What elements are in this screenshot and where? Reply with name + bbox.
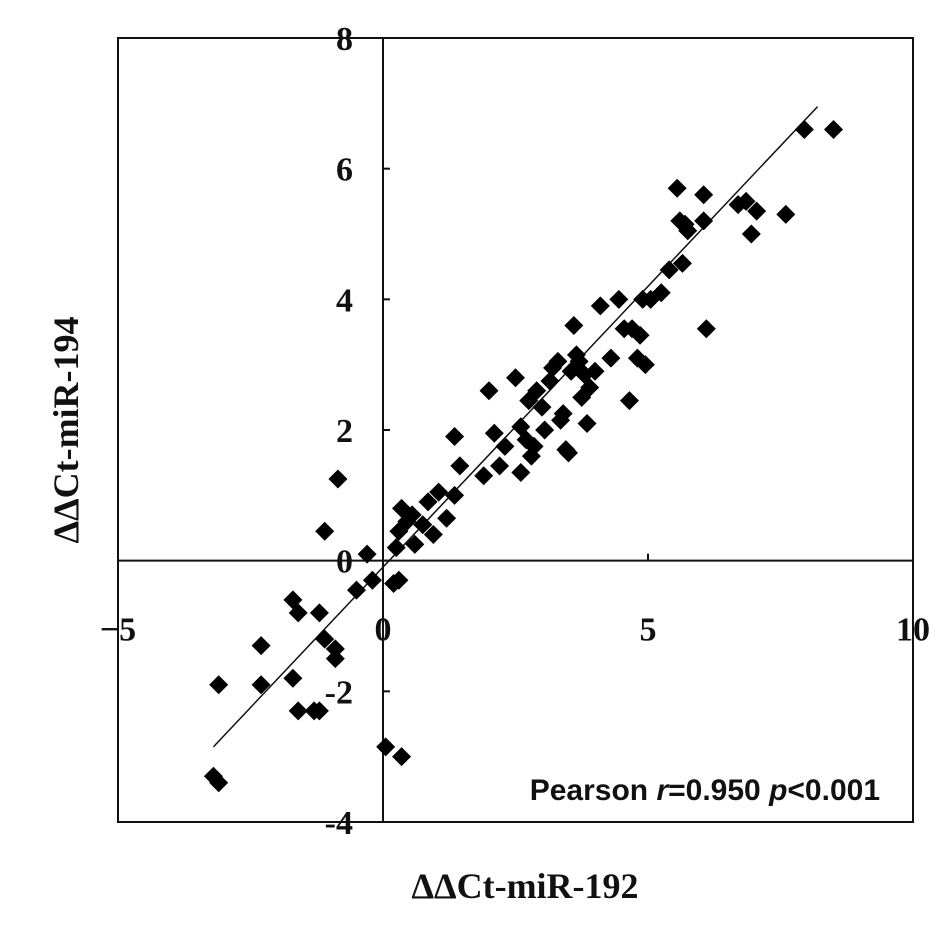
y-tick-label: 8 xyxy=(336,21,353,58)
data-point xyxy=(672,253,692,273)
data-point xyxy=(678,221,698,241)
data-point xyxy=(402,505,422,525)
data-point xyxy=(251,675,271,695)
data-point xyxy=(609,289,629,309)
data-point xyxy=(474,466,494,486)
data-point xyxy=(548,351,568,371)
data-point xyxy=(553,404,573,424)
data-point xyxy=(288,701,308,721)
data-point xyxy=(423,525,443,545)
data-point xyxy=(696,319,716,339)
x-tick-label: 10 xyxy=(896,612,930,649)
data-point xyxy=(392,747,412,767)
y-tick-label: -2 xyxy=(325,674,353,711)
data-point xyxy=(524,436,544,456)
data-points xyxy=(203,119,843,793)
data-point xyxy=(601,348,621,368)
data-point xyxy=(590,296,610,316)
data-point xyxy=(445,427,465,447)
data-point xyxy=(741,224,761,244)
data-point xyxy=(535,420,555,440)
data-point xyxy=(694,185,714,205)
data-point xyxy=(450,456,470,476)
data-point xyxy=(362,570,382,590)
data-point xyxy=(328,469,348,489)
data-point xyxy=(651,283,671,303)
x-tick-label: 5 xyxy=(640,612,657,649)
y-tick-group: -4 -2 0 2 4 6 8 xyxy=(325,21,390,842)
pearson-annotation: Pearson r=0.950 p<0.001 xyxy=(530,774,880,807)
data-point xyxy=(511,462,531,482)
data-point xyxy=(532,397,552,417)
data-point xyxy=(357,544,377,564)
data-point xyxy=(413,515,433,535)
data-point xyxy=(580,378,600,398)
data-point xyxy=(325,649,345,669)
x-tick-group: −5 0 5 10 xyxy=(100,553,930,649)
y-tick-label: -4 xyxy=(325,805,353,842)
x-tick-label: 0 xyxy=(375,612,392,649)
data-point xyxy=(347,580,366,600)
data-point xyxy=(386,538,406,558)
data-point xyxy=(429,482,449,502)
data-point xyxy=(315,629,335,649)
data-point xyxy=(527,381,547,401)
data-point xyxy=(288,603,308,623)
data-point xyxy=(559,443,578,463)
data-point xyxy=(479,381,499,401)
data-point xyxy=(776,204,796,224)
data-point xyxy=(209,773,229,793)
data-point xyxy=(736,191,756,211)
annotation-p-symbol: p xyxy=(768,774,787,807)
y-tick-label: 4 xyxy=(336,282,353,319)
data-point xyxy=(635,355,655,375)
data-point xyxy=(577,413,597,433)
annotation-r-value: =0.950 xyxy=(668,774,769,807)
data-point xyxy=(251,636,271,656)
x-tick-label: −5 xyxy=(100,612,136,649)
data-point xyxy=(824,119,843,139)
data-point xyxy=(506,368,525,388)
data-point xyxy=(490,456,510,476)
data-point xyxy=(325,639,345,659)
data-point xyxy=(445,485,465,505)
y-tick-label: 6 xyxy=(336,152,353,189)
data-point xyxy=(495,436,515,456)
data-point xyxy=(484,423,504,443)
annotation-r-symbol: r xyxy=(656,774,670,807)
data-point xyxy=(309,701,329,721)
annotation-prefix: Pearson xyxy=(530,774,657,807)
y-tick-label: 0 xyxy=(336,544,353,581)
data-point xyxy=(667,178,687,198)
y-axis-title: ΔΔCt-miR-194 xyxy=(46,316,86,543)
data-point xyxy=(209,675,229,695)
data-point xyxy=(283,668,303,688)
data-point xyxy=(619,391,639,411)
data-point xyxy=(418,492,438,512)
data-point xyxy=(794,119,814,139)
x-axis-title: ΔΔCt-miR-192 xyxy=(411,866,638,906)
data-point xyxy=(540,371,560,391)
y-tick-label: 2 xyxy=(336,413,353,450)
data-point xyxy=(564,315,584,335)
data-point xyxy=(389,570,409,590)
data-point xyxy=(585,361,605,381)
data-point xyxy=(315,521,335,541)
data-point xyxy=(437,508,457,528)
data-point xyxy=(405,534,425,554)
data-point xyxy=(659,260,679,280)
data-point xyxy=(630,325,650,345)
data-point xyxy=(376,737,396,757)
data-point xyxy=(309,603,329,623)
data-point xyxy=(694,211,714,231)
data-point xyxy=(747,201,767,221)
data-point xyxy=(392,498,412,518)
annotation-p-value: <0.001 xyxy=(787,774,880,807)
